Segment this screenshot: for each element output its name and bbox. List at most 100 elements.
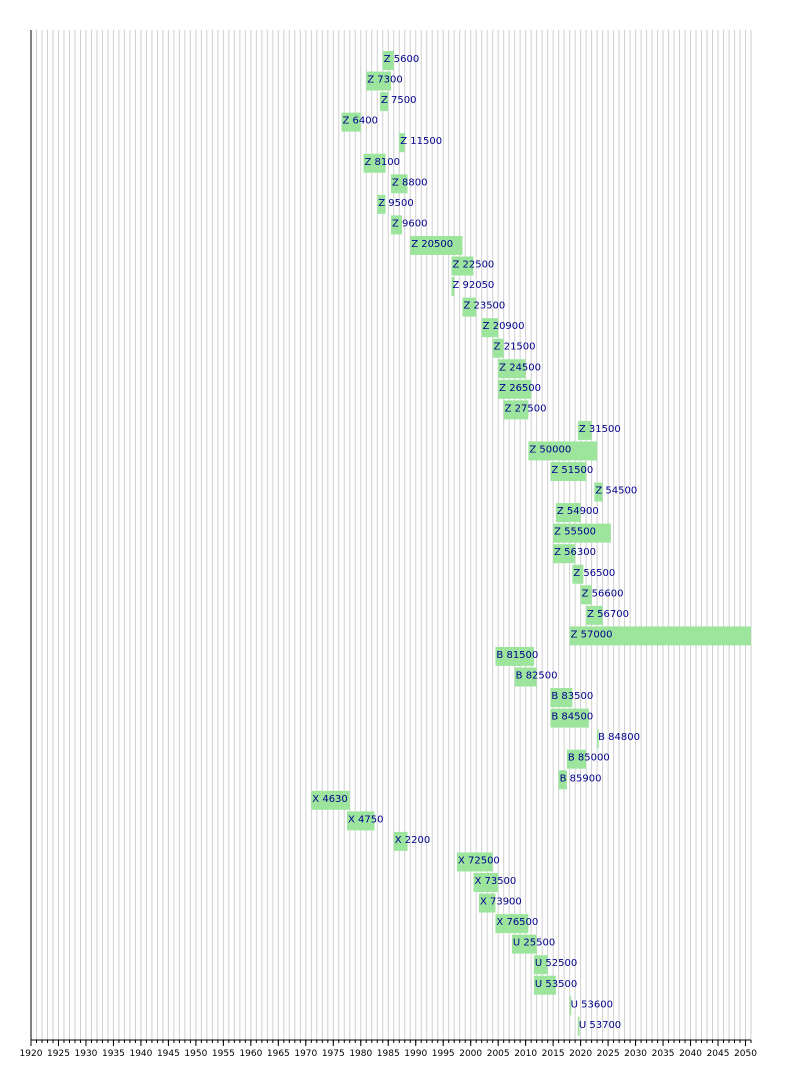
task-bar xyxy=(393,831,408,851)
task-label: B 81500 xyxy=(496,650,538,661)
task-label: Z 24500 xyxy=(499,362,541,373)
x-tick-label: 1920 xyxy=(20,1049,43,1059)
task-label: X 2200 xyxy=(395,835,430,846)
task-bar xyxy=(366,71,391,91)
task-label: Z 8800 xyxy=(392,177,427,188)
x-tick-label: 2005 xyxy=(487,1049,510,1059)
task-bar xyxy=(580,585,592,605)
task-label: Z 22500 xyxy=(452,260,494,271)
task-label: U 52500 xyxy=(535,958,577,969)
x-tick-label: 1950 xyxy=(184,1049,207,1059)
task-label: Z 20900 xyxy=(483,321,525,332)
task-label: Z 6400 xyxy=(343,116,378,127)
task-bar xyxy=(456,852,493,872)
task-bar xyxy=(382,51,394,70)
x-tick-label: 1980 xyxy=(349,1049,372,1059)
task-bar xyxy=(594,482,603,502)
task-bar xyxy=(514,667,537,687)
x-tick-label: 1990 xyxy=(404,1049,427,1059)
task-bar xyxy=(451,256,474,276)
task-label: Z 54500 xyxy=(595,486,637,497)
task-label: X 72500 xyxy=(458,855,500,866)
x-tick-label: 1930 xyxy=(75,1049,98,1059)
task-bar xyxy=(492,338,504,358)
task-bar xyxy=(566,749,587,769)
x-tick-label: 2010 xyxy=(514,1049,537,1059)
x-axis: 1920 1925 1930 1935 1940 1945 1950 1955 1960 1965… xyxy=(20,30,757,1059)
task-bar xyxy=(528,441,598,461)
task-bar xyxy=(577,1016,580,1036)
x-tick-label: 1965 xyxy=(267,1049,290,1059)
x-tick-label: 2050 xyxy=(734,1049,757,1059)
task-bar xyxy=(377,194,386,214)
x-tick-label: 1995 xyxy=(432,1049,455,1059)
task-bar xyxy=(363,153,386,173)
task-bar xyxy=(558,770,567,790)
x-tick-label: 1985 xyxy=(377,1049,400,1059)
task-label: Z 26500 xyxy=(499,383,541,394)
task-bar xyxy=(498,379,532,399)
task-bar xyxy=(451,277,455,297)
task-label: Z 7300 xyxy=(367,75,402,86)
task-label: X 4750 xyxy=(348,814,383,825)
task-bar xyxy=(410,235,463,255)
task-label: B 83500 xyxy=(551,691,593,702)
task-bar xyxy=(553,523,611,543)
task-bar xyxy=(399,133,405,153)
task-label: Z 50000 xyxy=(529,444,571,455)
task-label: Z 55500 xyxy=(554,527,596,538)
x-tick-label: 1970 xyxy=(294,1049,317,1059)
x-tick-label: 2020 xyxy=(569,1049,592,1059)
task-bar xyxy=(577,420,592,440)
task-label: B 85000 xyxy=(568,753,610,764)
x-tick-label: 1940 xyxy=(129,1049,152,1059)
task-bar xyxy=(478,893,496,913)
task-bar xyxy=(569,996,572,1016)
x-tick-label: 1975 xyxy=(322,1049,345,1059)
x-tick-label: 1955 xyxy=(212,1049,235,1059)
task-label: B 84800 xyxy=(598,732,640,743)
task-bars xyxy=(311,51,751,1036)
x-tick-label: 2015 xyxy=(542,1049,565,1059)
task-bar xyxy=(498,359,526,379)
task-bar xyxy=(572,564,584,584)
task-label: Z 23500 xyxy=(463,301,505,312)
task-bar xyxy=(481,318,499,338)
x-tick-label: 1945 xyxy=(157,1049,180,1059)
task-bar xyxy=(391,215,402,235)
task-bar xyxy=(533,955,548,975)
task-label: Z 54900 xyxy=(557,506,599,517)
task-bar xyxy=(462,297,477,317)
task-bar xyxy=(341,112,361,132)
task-label: B 85900 xyxy=(560,773,602,784)
task-label: U 53700 xyxy=(579,1020,621,1031)
task-label: Z 27500 xyxy=(505,403,547,414)
x-tick-label: 2045 xyxy=(707,1049,730,1059)
x-tick-label: 2040 xyxy=(679,1049,702,1059)
x-tick-label: 2035 xyxy=(652,1049,675,1059)
task-label: B 82500 xyxy=(516,671,558,682)
x-tick-label: 2000 xyxy=(459,1049,482,1059)
task-label: Z 8100 xyxy=(365,157,400,168)
task-label: X 4630 xyxy=(312,794,347,805)
task-bar xyxy=(311,790,350,810)
x-tick-label: 2030 xyxy=(624,1049,647,1059)
task-label: Z 51500 xyxy=(551,465,593,476)
task-bar xyxy=(569,626,751,646)
task-bar xyxy=(347,811,375,831)
task-label: Z 21500 xyxy=(494,342,536,353)
grid-lines xyxy=(30,30,752,1040)
task-label: X 76500 xyxy=(496,917,538,928)
task-label: Z 31500 xyxy=(579,424,621,435)
task-bar xyxy=(597,729,599,749)
task-bar xyxy=(550,462,587,481)
task-label: Z 56300 xyxy=(554,547,596,558)
task-bar xyxy=(495,914,529,934)
task-label: X 73500 xyxy=(474,876,516,887)
task-label: Z 5600 xyxy=(384,54,419,65)
task-label: U 53500 xyxy=(535,979,577,990)
task-label: U 53600 xyxy=(571,999,613,1010)
task-label: Z 56500 xyxy=(573,568,615,579)
x-tick-label: 1960 xyxy=(239,1049,262,1059)
task-label: B 84500 xyxy=(551,712,593,723)
